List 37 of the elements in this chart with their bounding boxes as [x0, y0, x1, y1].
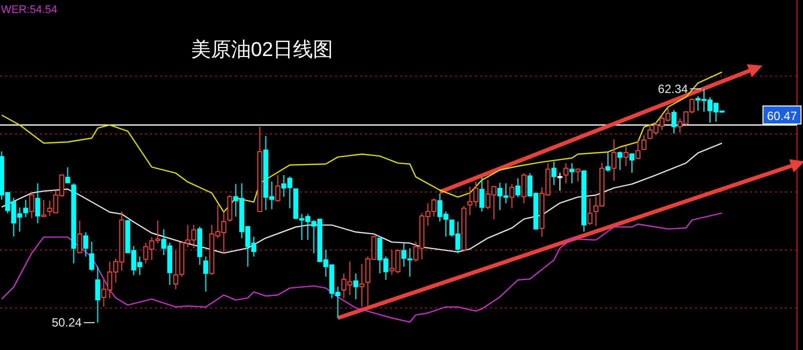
- candlestick: [41, 199, 46, 218]
- candlestick: [29, 192, 34, 219]
- candlestick: [635, 140, 640, 160]
- candlestick: [629, 152, 634, 174]
- candlestick: [515, 178, 520, 198]
- candlestick: [611, 138, 616, 182]
- candlestick: [563, 162, 568, 184]
- candlestick: [641, 134, 646, 151]
- candlestick: [359, 263, 364, 308]
- candlestick: [671, 110, 676, 134]
- candlestick: [479, 176, 484, 212]
- candlestick: [77, 220, 82, 254]
- candlestick: [89, 241, 94, 272]
- candlestick: [509, 183, 514, 209]
- chart-title: 美原油02日线图: [190, 38, 334, 61]
- candlestick: [551, 161, 556, 186]
- candlestick: [569, 162, 574, 184]
- ref-line-label: 60.47: [766, 108, 798, 123]
- annotation: 62.34: [658, 82, 688, 96]
- candlestick: [203, 256, 208, 292]
- candlestick: [95, 266, 100, 324]
- candlestick: [65, 166, 70, 184]
- candlestick: [605, 152, 610, 172]
- candlestick: [275, 174, 280, 202]
- candlestick: [575, 168, 580, 182]
- candlestick: [23, 199, 28, 218]
- candlestick: [587, 198, 592, 226]
- candlestick: [557, 172, 562, 192]
- candlestick: [521, 172, 526, 204]
- candlestick: [227, 194, 232, 222]
- candlestick: [353, 272, 358, 300]
- candlestick: [623, 146, 628, 166]
- text: WER:54.54: [1, 4, 58, 16]
- candlestick: [617, 151, 622, 170]
- candlestick: [35, 182, 40, 224]
- annotation: 50.24: [52, 316, 82, 330]
- candlestick: [83, 232, 88, 258]
